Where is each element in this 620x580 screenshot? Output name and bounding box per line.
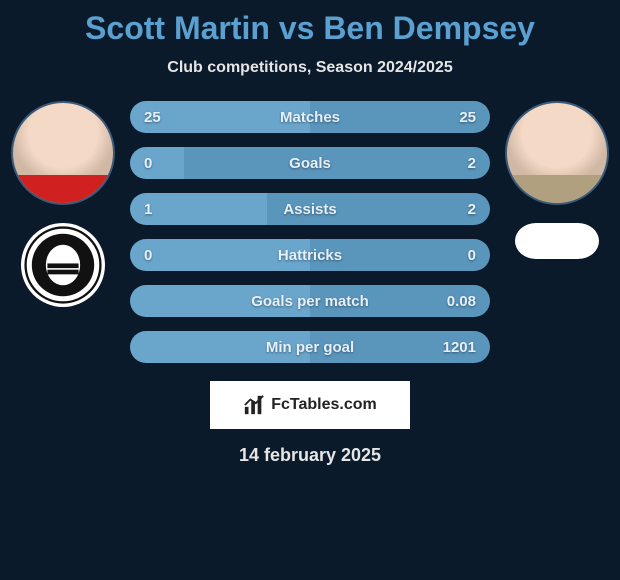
brand-box: FcTables.com [210,381,410,429]
stat-right-value: 0.08 [436,293,476,310]
player-left-club-logo [21,223,105,307]
stat-bar-matches: 25 Matches 25 [130,101,490,133]
date-text: 14 february 2025 [0,445,620,466]
stat-label: Goals per match [251,293,369,310]
stat-label: Hattricks [278,247,342,264]
brand-text: FcTables.com [271,396,377,414]
right-player-col [502,101,612,259]
stat-label: Min per goal [266,339,354,356]
stat-bar-assists: 1 Assists 2 [130,193,490,225]
stat-bar-mpg: Min per goal 1201 [130,331,490,363]
player-right-avatar [505,101,609,205]
stat-label: Matches [280,109,340,126]
stat-left-value: 0 [144,155,184,172]
left-player-col [8,101,118,307]
stat-bar-hattricks: 0 Hattricks 0 [130,239,490,271]
comparison-row: 25 Matches 25 0 Goals 2 1 Assists 2 0 Ha… [0,101,620,363]
stat-right-value: 0 [436,247,476,264]
chart-icon [243,394,265,416]
stats-column: 25 Matches 25 0 Goals 2 1 Assists 2 0 Ha… [118,101,502,363]
stat-right-value: 2 [436,201,476,218]
stat-left-value: 0 [144,247,184,264]
subtitle: Club competitions, Season 2024/2025 [0,59,620,77]
stat-left-value: 1 [144,201,184,218]
stat-right-value: 25 [436,109,476,126]
stat-bar-goals: 0 Goals 2 [130,147,490,179]
stat-right-value: 2 [436,155,476,172]
stat-bar-gpm: Goals per match 0.08 [130,285,490,317]
stat-label: Goals [289,155,331,172]
player-right-club-logo [515,223,599,259]
stat-left-value: 25 [144,109,184,126]
stat-label: Assists [283,201,336,218]
stat-right-value: 1201 [436,339,476,356]
player-left-avatar [11,101,115,205]
page-title: Scott Martin vs Ben Dempsey [0,10,620,47]
